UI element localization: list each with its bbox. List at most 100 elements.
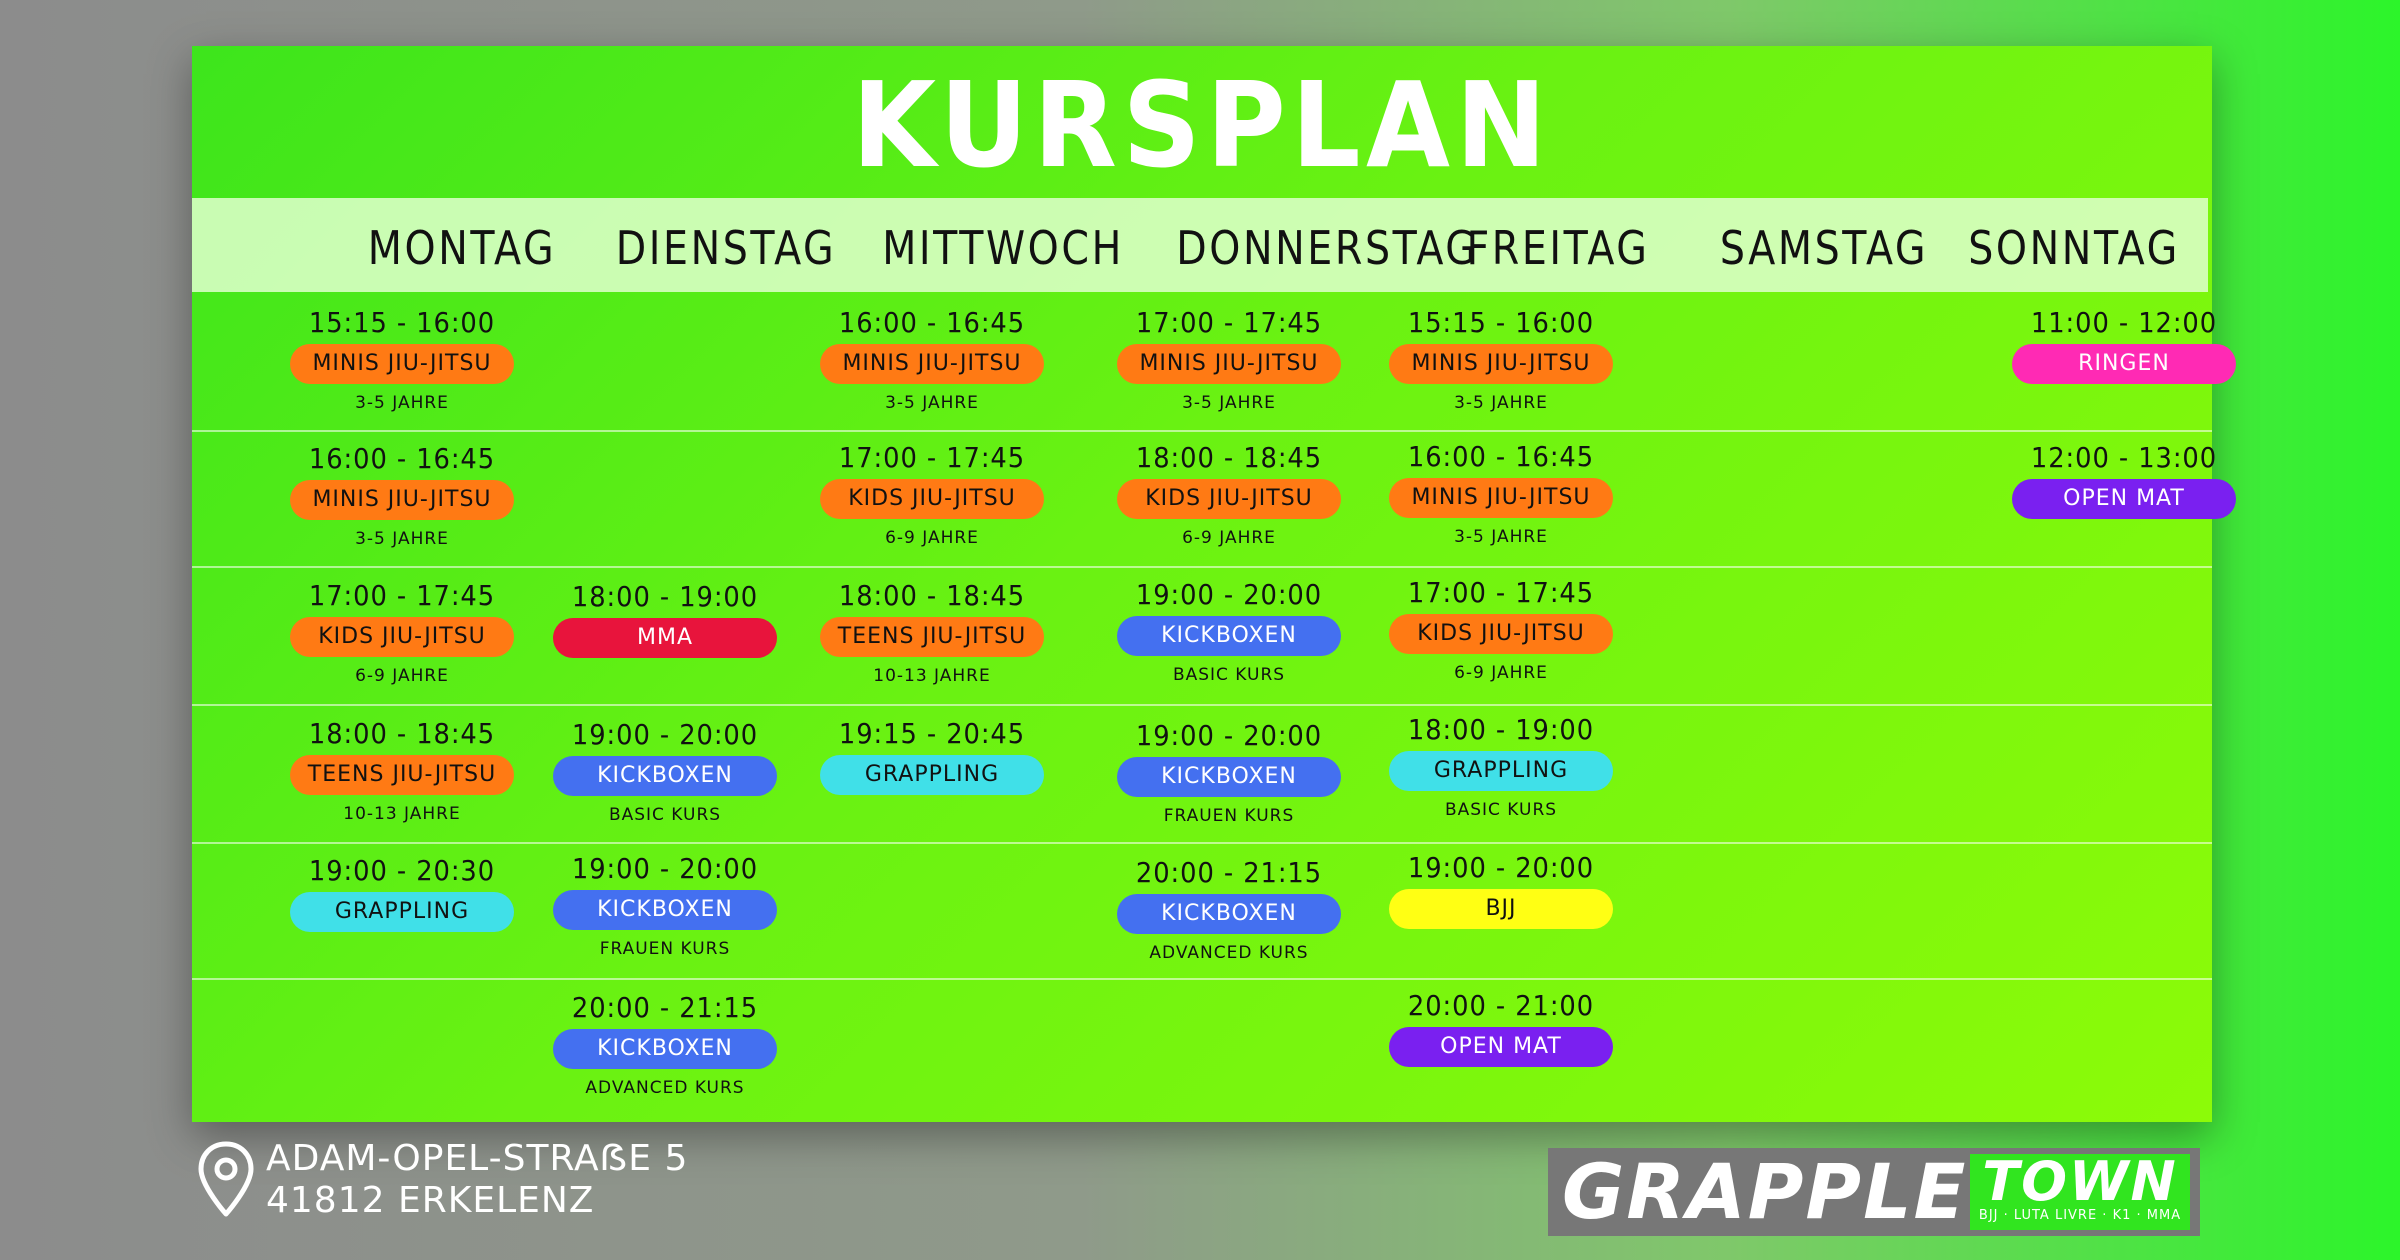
day-header-dienstag: DIENSTAG (615, 221, 837, 275)
course-subtitle: BASIC KURS (1172, 665, 1286, 685)
course-subtitle: 3-5 JAHRE (885, 393, 979, 413)
course-pill: OPEN MAT (1389, 1027, 1613, 1067)
course-time: 17:00 - 17:45 (1407, 576, 1595, 609)
course-entry: 19:00 - 20:30 GRAPPLING (289, 854, 515, 932)
course-entry: 15:15 - 16:00 MINIS JIU-JITSU 3-5 JAHRE (1388, 306, 1614, 414)
course-subtitle: ADVANCED KURS (1149, 943, 1309, 963)
course-entry: 20:00 - 21:00 OPEN MAT (1388, 989, 1614, 1067)
logo-text-grapple: GRAPPLE (1562, 1147, 1968, 1236)
page-title: KURSPLAN (852, 56, 1552, 194)
course-pill: GRAPPLING (1389, 751, 1613, 791)
course-time: 12:00 - 13:00 (2030, 441, 2218, 474)
day-header-samstag: SAMSTAG (1719, 221, 1929, 275)
row-divider (192, 842, 2212, 844)
course-entry: 20:00 - 21:15 KICKBOXEN ADVANCED KURS (552, 991, 778, 1099)
course-subtitle: 3-5 JAHRE (1182, 393, 1276, 413)
course-entry: 15:15 - 16:00 MINIS JIU-JITSU 3-5 JAHRE (289, 306, 515, 414)
course-pill: BJJ (1389, 889, 1613, 929)
course-pill: GRAPPLING (290, 892, 514, 932)
course-subtitle: FRAUEN KURS (1163, 806, 1295, 826)
course-pill: TEENS JIU-JITSU (820, 617, 1044, 657)
course-subtitle: 6-9 JAHRE (355, 666, 449, 686)
course-entry: 18:00 - 19:00 GRAPPLING BASIC KURS (1388, 713, 1614, 821)
address-city: 41812 ERKELENZ (266, 1180, 595, 1221)
course-entry: 16:00 - 16:45 MINIS JIU-JITSU 3-5 JAHRE (289, 442, 515, 550)
course-subtitle: 6-9 JAHRE (885, 528, 979, 548)
day-header-mittwoch: MITTWOCH (882, 221, 1124, 275)
course-entry: 11:00 - 12:00 RINGEN (2011, 306, 2237, 384)
course-pill: MINIS JIU-JITSU (1117, 344, 1341, 384)
course-time: 17:00 - 17:45 (308, 579, 496, 612)
course-entry: 20:00 - 21:15 KICKBOXEN ADVANCED KURS (1116, 856, 1342, 964)
course-pill: KICKBOXEN (553, 890, 777, 930)
course-time: 18:00 - 19:00 (571, 580, 759, 613)
course-pill: MINIS JIU-JITSU (1389, 478, 1613, 518)
course-pill: TEENS JIU-JITSU (290, 755, 514, 795)
course-subtitle: BASIC KURS (608, 805, 722, 825)
course-time: 20:00 - 21:00 (1407, 989, 1595, 1022)
address-street: ADAM-OPEL-STRAẞE 5 (266, 1138, 689, 1179)
course-time: 18:00 - 19:00 (1407, 713, 1595, 746)
course-subtitle: 6-9 JAHRE (1182, 528, 1276, 548)
course-subtitle: 3-5 JAHRE (355, 393, 449, 413)
course-entry: 17:00 - 17:45 KIDS JIU-JITSU 6-9 JAHRE (1388, 576, 1614, 684)
course-pill: KIDS JIU-JITSU (1389, 614, 1613, 654)
course-time: 15:15 - 16:00 (1407, 306, 1595, 339)
day-header-sonntag: SONNTAG (1968, 221, 2180, 275)
course-time: 17:00 - 17:45 (838, 441, 1026, 474)
course-time: 19:00 - 20:30 (308, 854, 496, 887)
course-time: 19:00 - 20:00 (1135, 578, 1323, 611)
course-time: 11:00 - 12:00 (2030, 306, 2218, 339)
course-time: 19:00 - 20:00 (571, 852, 759, 885)
course-time: 20:00 - 21:15 (1135, 856, 1323, 889)
row-divider (192, 566, 2212, 568)
course-entry: 19:00 - 20:00 KICKBOXEN BASIC KURS (552, 718, 778, 826)
course-entry: 18:00 - 19:00 MMA (552, 580, 778, 658)
course-pill: MMA (553, 618, 777, 658)
course-subtitle: 10-13 JAHRE (343, 804, 461, 824)
course-subtitle: 3-5 JAHRE (1454, 393, 1548, 413)
course-entry: 16:00 - 16:45 MINIS JIU-JITSU 3-5 JAHRE (1388, 440, 1614, 548)
course-entry: 19:00 - 20:00 KICKBOXEN BASIC KURS (1116, 578, 1342, 686)
row-divider (192, 430, 2212, 432)
location-pin-icon (198, 1141, 254, 1217)
course-subtitle: 3-5 JAHRE (355, 529, 449, 549)
course-pill: KICKBOXEN (1117, 757, 1341, 797)
course-pill: KICKBOXEN (1117, 894, 1341, 934)
course-pill: KICKBOXEN (1117, 616, 1341, 656)
course-time: 18:00 - 18:45 (308, 717, 496, 750)
course-pill: MINIS JIU-JITSU (290, 480, 514, 520)
course-pill: MINIS JIU-JITSU (820, 344, 1044, 384)
row-divider (192, 978, 2212, 980)
day-header-montag: MONTAG (367, 221, 557, 275)
course-entry: 18:00 - 18:45 KIDS JIU-JITSU 6-9 JAHRE (1116, 441, 1342, 549)
day-header-freitag: FREITAG (1466, 221, 1650, 275)
course-entry: 12:00 - 13:00 OPEN MAT (2011, 441, 2237, 519)
course-entry: 19:00 - 20:00 KICKBOXEN FRAUEN KURS (1116, 719, 1342, 827)
row-divider (192, 704, 2212, 706)
course-subtitle: ADVANCED KURS (585, 1078, 745, 1098)
course-pill: KICKBOXEN (553, 1029, 777, 1069)
course-pill: KIDS JIU-JITSU (290, 617, 514, 657)
course-time: 19:15 - 20:45 (838, 717, 1026, 750)
logo-text-town: TOWN (1982, 1150, 2178, 1213)
course-subtitle: 3-5 JAHRE (1454, 527, 1548, 547)
course-pill: MINIS JIU-JITSU (1389, 344, 1613, 384)
day-header-bar: MONTAG DIENSTAG MITTWOCH DONNERSTAG FREI… (192, 198, 2208, 292)
course-pill: KIDS JIU-JITSU (1117, 479, 1341, 519)
course-time: 17:00 - 17:45 (1135, 306, 1323, 339)
course-time: 18:00 - 18:45 (838, 579, 1026, 612)
logo-tagline: BJJ · LUTA LIVRE · K1 · MMA (1978, 1208, 2182, 1223)
course-pill: KICKBOXEN (553, 756, 777, 796)
course-subtitle: 10-13 JAHRE (873, 666, 991, 686)
course-entry: 18:00 - 18:45 TEENS JIU-JITSU 10-13 JAHR… (819, 579, 1045, 687)
course-subtitle: BASIC KURS (1444, 800, 1558, 820)
day-header-donnerstag: DONNERSTAG (1176, 221, 1479, 275)
course-entry: 17:00 - 17:45 KIDS JIU-JITSU 6-9 JAHRE (289, 579, 515, 687)
course-time: 18:00 - 18:45 (1135, 441, 1323, 474)
course-pill: MINIS JIU-JITSU (290, 344, 514, 384)
course-subtitle: 6-9 JAHRE (1454, 663, 1548, 683)
brand-logo: GRAPPLE TOWN BJJ · LUTA LIVRE · K1 · MMA (1548, 1148, 2200, 1236)
course-time: 16:00 - 16:45 (1407, 440, 1595, 473)
course-entry: 16:00 - 16:45 MINIS JIU-JITSU 3-5 JAHRE (819, 306, 1045, 414)
